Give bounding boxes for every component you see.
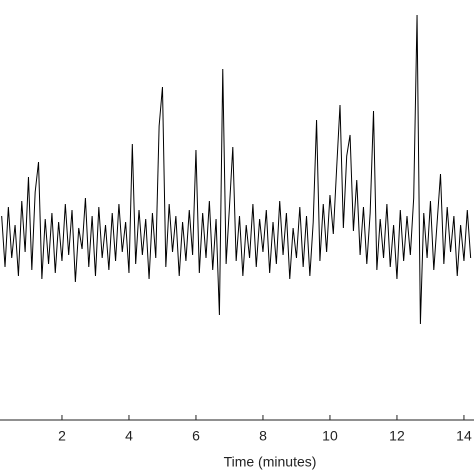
x-axis-label: Time (minutes) <box>224 454 317 470</box>
x-tick-label: 2 <box>58 428 66 444</box>
x-tick-label: 8 <box>259 428 267 444</box>
signal-line <box>1 14 472 325</box>
x-tick-label: 12 <box>389 428 405 444</box>
x-tick-label: 14 <box>456 428 472 444</box>
x-tick-label: 10 <box>322 428 338 444</box>
x-tick-label: 6 <box>192 428 200 444</box>
x-tick-label: 4 <box>125 428 133 444</box>
